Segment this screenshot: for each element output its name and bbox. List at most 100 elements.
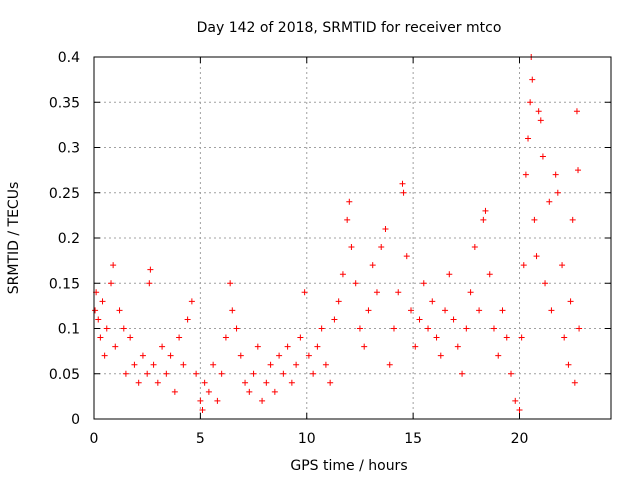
- data-point: [490, 325, 497, 332]
- data-point: [459, 370, 466, 377]
- data-point: [450, 316, 457, 323]
- y-tick-label: 0: [71, 412, 80, 428]
- data-point: [250, 370, 257, 377]
- data-point: [352, 280, 359, 287]
- data-point: [267, 361, 274, 368]
- data-point: [554, 189, 561, 196]
- data-point: [575, 167, 582, 174]
- data-point: [271, 388, 278, 395]
- data-point: [416, 316, 423, 323]
- data-point: [263, 379, 270, 386]
- data-point: [122, 370, 129, 377]
- data-point: [425, 325, 432, 332]
- data-point: [95, 316, 102, 323]
- data-point: [246, 388, 253, 395]
- data-point: [288, 379, 295, 386]
- data-point: [499, 307, 506, 314]
- data-point: [201, 379, 208, 386]
- data-point: [314, 343, 321, 350]
- data-point: [573, 108, 580, 115]
- data-point: [348, 244, 355, 251]
- data-point: [180, 361, 187, 368]
- data-point: [437, 352, 444, 359]
- data-point: [412, 343, 419, 350]
- data-point: [565, 361, 572, 368]
- data-point: [229, 307, 236, 314]
- data-point: [127, 334, 134, 341]
- data-point: [531, 216, 538, 223]
- x-tick-label: 10: [298, 431, 316, 447]
- data-point: [346, 198, 353, 205]
- data-point: [365, 307, 372, 314]
- data-point: [522, 171, 529, 178]
- data-point: [280, 370, 287, 377]
- data-point: [147, 266, 154, 273]
- data-point: [254, 343, 261, 350]
- data-point: [369, 262, 376, 269]
- data-point: [518, 334, 525, 341]
- y-tick-label: 0.25: [49, 186, 80, 202]
- data-point: [227, 280, 234, 287]
- y-tick-labels: 0 0.05 0.1 0.15 0.2 0.25 0.3 0.35 0.4: [49, 50, 80, 428]
- data-point: [293, 361, 300, 368]
- data-point: [301, 289, 308, 296]
- data-point: [539, 153, 546, 160]
- data-point: [159, 343, 166, 350]
- data-point: [218, 370, 225, 377]
- data-point: [512, 397, 519, 404]
- data-point: [559, 262, 566, 269]
- data-point: [92, 307, 99, 314]
- data-point: [197, 397, 204, 404]
- data-point: [110, 262, 117, 269]
- data-point: [99, 298, 106, 305]
- data-point: [335, 298, 342, 305]
- x-axis-label: GPS time / hours: [290, 458, 407, 474]
- data-point: [571, 379, 578, 386]
- data-point: [476, 307, 483, 314]
- data-point: [533, 253, 540, 260]
- data-point: [503, 334, 510, 341]
- data-point: [446, 271, 453, 278]
- data-point: [382, 225, 389, 232]
- data-point: [176, 334, 183, 341]
- y-axis-label: SRMTID / TECUs: [6, 182, 22, 295]
- data-point: [171, 388, 178, 395]
- data-point: [144, 370, 151, 377]
- axis-ticks: [93, 56, 611, 420]
- data-point: [167, 352, 174, 359]
- y-tick-label: 0.4: [58, 50, 80, 66]
- data-point: [276, 352, 283, 359]
- data-point: [525, 135, 532, 142]
- data-point: [361, 343, 368, 350]
- x-tick-label: 15: [404, 431, 422, 447]
- data-point: [318, 325, 325, 332]
- data-point: [108, 280, 115, 287]
- data-point: [537, 117, 544, 124]
- data-point: [116, 307, 123, 314]
- data-point: [552, 171, 559, 178]
- data-points: [92, 54, 583, 413]
- data-point: [520, 262, 527, 269]
- data-point: [508, 370, 515, 377]
- data-point: [103, 325, 110, 332]
- data-point: [139, 352, 146, 359]
- data-point: [150, 361, 157, 368]
- y-tick-label: 0.1: [58, 322, 80, 338]
- data-point: [97, 334, 104, 341]
- data-point: [193, 370, 200, 377]
- chart-title: Day 142 of 2018, SRMTID for receiver mtc…: [197, 20, 502, 36]
- x-tick-labels: 0 5 10 15 20: [90, 431, 529, 447]
- data-point: [482, 207, 489, 214]
- data-point: [120, 325, 127, 332]
- data-point: [163, 370, 170, 377]
- data-point: [399, 180, 406, 187]
- y-tick-label: 0.15: [49, 276, 80, 292]
- data-point: [561, 334, 568, 341]
- data-point: [516, 406, 523, 413]
- y-tick-label: 0.3: [58, 141, 80, 157]
- x-tick-label: 0: [90, 431, 99, 447]
- data-point: [310, 370, 317, 377]
- data-point: [184, 316, 191, 323]
- data-point: [576, 325, 583, 332]
